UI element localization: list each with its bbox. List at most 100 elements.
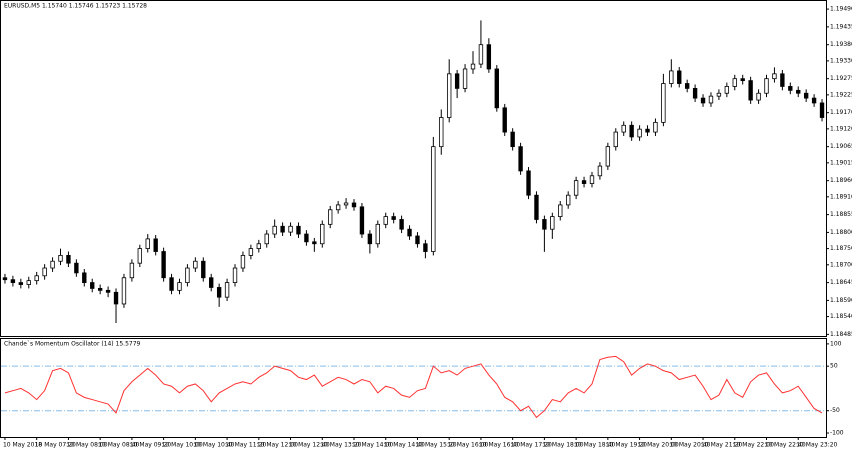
- candle-body: [256, 243, 261, 250]
- x-tick-label: 10 May 18:40: [574, 442, 615, 449]
- x-tick-label: 10 May 20:40: [669, 442, 710, 449]
- candle-body: [10, 279, 16, 283]
- candle-body: [732, 78, 737, 87]
- candle-body: [534, 194, 539, 220]
- candle-body: [796, 89, 801, 94]
- candle-body: [391, 216, 396, 220]
- candle-body: [423, 243, 428, 252]
- candle-body: [90, 282, 95, 289]
- x-tick-label: 10 May 21:20: [701, 442, 742, 449]
- candle-body: [26, 280, 31, 285]
- candle-body: [312, 241, 317, 245]
- candle-body: [399, 219, 404, 230]
- x-tick-label: 10 May 2018: [3, 442, 42, 449]
- x-tick-label: 10 May 07:20: [35, 442, 76, 449]
- candle-body: [470, 63, 476, 70]
- candle-body: [105, 289, 111, 293]
- candle-body: [788, 86, 793, 91]
- x-tick-label: 10 May 08:40: [98, 442, 139, 449]
- candle-body: [803, 92, 809, 99]
- x-tick-label: 10 May 20:00: [638, 442, 679, 449]
- y-tick-label: 1.19330: [830, 57, 852, 64]
- y-tick-label: -100: [830, 429, 844, 436]
- x-tick-label: 10 May 17:20: [511, 442, 552, 449]
- candle-body: [573, 180, 579, 196]
- x-tick-label: 10 May 18:00: [542, 442, 583, 449]
- candle-body: [454, 73, 460, 89]
- x-tick-label: 10 May 09:20: [130, 442, 171, 449]
- price-pane: [0, 0, 827, 337]
- candle-body: [669, 70, 674, 84]
- x-tick-label: 10 May 11:20: [225, 442, 266, 449]
- candle-body: [201, 260, 206, 279]
- y-tick-label: 1.18750: [830, 245, 852, 252]
- candle-body: [621, 124, 626, 133]
- candle-body: [335, 204, 341, 211]
- candle-body: [58, 255, 63, 262]
- chart-title: EURUSD,M5 1.15740 1.15746 1.15723 1.1572…: [4, 3, 147, 10]
- candle-body: [42, 267, 47, 277]
- y-tick-label: 1.19380: [830, 41, 852, 48]
- candle-body: [566, 194, 571, 206]
- candle-body: [589, 175, 595, 184]
- candle-body: [161, 251, 166, 279]
- candle-body: [240, 255, 246, 269]
- candle-body: [280, 225, 285, 233]
- candle-body: [748, 80, 753, 101]
- candle-body: [272, 225, 277, 235]
- candle-body: [97, 288, 103, 291]
- candle-body: [343, 202, 349, 206]
- y-tick-label: -50: [830, 407, 840, 414]
- y-tick-label: 1.19490: [830, 6, 852, 13]
- y-tick-label: 1.18645: [830, 279, 852, 286]
- candle-body: [185, 267, 190, 283]
- candle-body: [645, 128, 650, 133]
- y-tick-label: 1.18590: [830, 297, 852, 304]
- candle-body: [605, 146, 611, 167]
- y-tick-label: 1.19120: [830, 125, 852, 132]
- candle-body: [415, 235, 420, 245]
- candle-body: [581, 180, 587, 184]
- candle-body: [288, 225, 293, 233]
- candle-body: [700, 97, 706, 104]
- candle-body: [34, 275, 39, 282]
- candle-body: [351, 202, 357, 208]
- candle-body: [558, 204, 563, 217]
- candle-body: [764, 78, 769, 94]
- y-tick-label: 1.18910: [830, 193, 852, 200]
- candle-body: [18, 282, 24, 285]
- candle-body: [740, 78, 745, 82]
- candle-body: [431, 146, 436, 252]
- candle-body: [224, 282, 230, 298]
- candle-body: [359, 206, 365, 235]
- candle-body: [153, 238, 158, 252]
- candle-body: [811, 97, 817, 104]
- y-tick-label: 100: [830, 340, 842, 347]
- y-tick-label: 1.19065: [830, 143, 852, 150]
- x-tick-label: 10 May 10:40: [193, 442, 234, 449]
- candle-body: [629, 124, 634, 138]
- candle-body: [542, 219, 547, 230]
- candle-body: [145, 238, 150, 250]
- x-tick-label: 10 May 12:40: [289, 442, 330, 449]
- candle-body: [113, 291, 119, 305]
- candle-body: [653, 121, 658, 133]
- candle-body: [82, 272, 87, 283]
- candle-body: [724, 86, 730, 94]
- y-tick-label: 1.19170: [830, 109, 852, 116]
- candle-body: [50, 260, 55, 269]
- candle-body: [494, 68, 499, 109]
- x-tick-label: 10 May 23:20: [796, 442, 837, 449]
- candle-body: [661, 83, 666, 123]
- indicator-title: Chande`s Momentum Oscillator (14) 15.577…: [4, 341, 141, 348]
- candle-body: [518, 146, 523, 172]
- y-tick-label: 1.19225: [830, 91, 852, 98]
- candle-body: [692, 87, 698, 99]
- candle-body: [462, 68, 468, 89]
- y-tick-label: 1.19435: [830, 23, 852, 30]
- y-tick-label: 1.18700: [830, 261, 852, 268]
- candle-body: [613, 131, 618, 148]
- x-tick-label: 10 May 22:40: [765, 442, 806, 449]
